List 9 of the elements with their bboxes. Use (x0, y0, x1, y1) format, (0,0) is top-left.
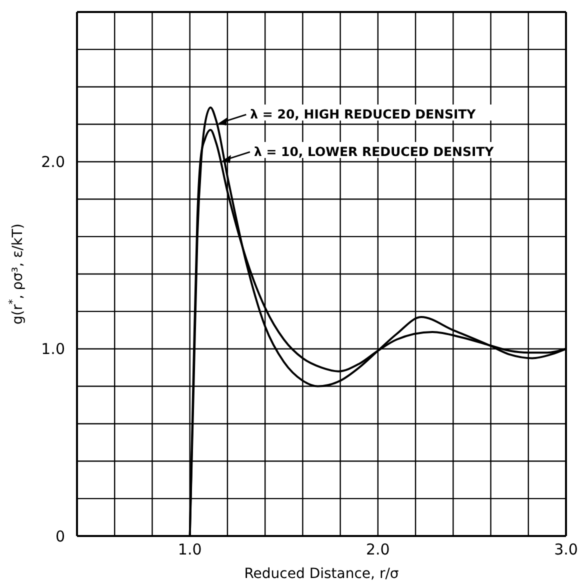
x-tick-label: 3.0 (554, 540, 578, 559)
annotation: λ = 20, HIGH REDUCED DENSITY (250, 106, 477, 122)
y-tick-label: 1.0 (41, 340, 65, 358)
y-tick-label: 0 (55, 527, 65, 546)
annotation: λ = 10, LOWER REDUCED DENSITY (254, 144, 495, 159)
x-axis-title: Reduced Distance, r/σ (244, 566, 399, 582)
x-tick-label: 1.0 (178, 540, 202, 559)
x-tick-label: 2.0 (366, 540, 390, 559)
y-tick-label: 2.0 (41, 152, 65, 171)
